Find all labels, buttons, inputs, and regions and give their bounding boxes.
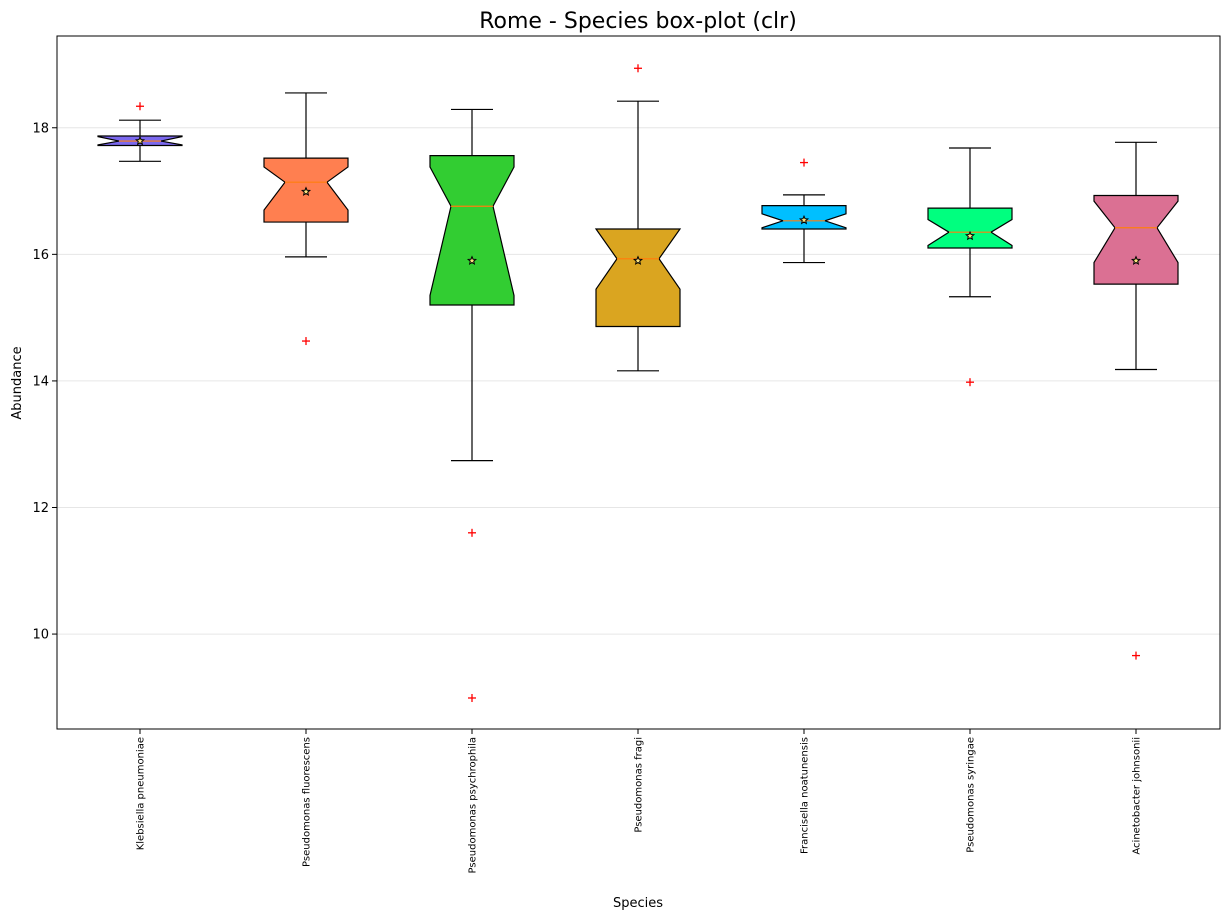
mean-marker: [300, 186, 312, 196]
outlier-marker: [634, 64, 642, 73]
box-6: [927, 147, 1013, 387]
outlier-marker: [1132, 651, 1140, 660]
mean-marker: [466, 255, 478, 265]
box-1: [97, 102, 183, 162]
mean-marker: [632, 255, 644, 265]
mean-marker: [798, 214, 810, 225]
chart-title: Rome - Species box-plot (clr): [479, 9, 797, 34]
y-axis: 10 12 14 16 18: [32, 121, 57, 643]
box-7: [1093, 141, 1179, 660]
y-tick-label: 14: [32, 374, 49, 389]
outlier-marker: [468, 693, 476, 702]
outlier-marker: [302, 337, 310, 346]
boxes-layer: [97, 64, 1179, 702]
box-4: [594, 64, 682, 372]
x-tick-label: Pseudomonas fluorescens: [302, 737, 313, 867]
y-axis-label: Abundance: [10, 346, 25, 419]
x-tick-label: Klebsiella pneumoniae: [136, 737, 147, 850]
box-body: [429, 155, 515, 306]
x-tick-label: Pseudomonas psychrophila: [468, 737, 479, 873]
x-tick-label: Pseudomonas fragi: [634, 737, 645, 833]
x-tick-label: Acinetobacter johnsonii: [1132, 737, 1143, 855]
box-body: [594, 228, 682, 328]
y-tick-label: 16: [32, 248, 49, 263]
mean-marker: [964, 230, 976, 241]
x-axis: Klebsiella pneumoniae Pseudomonas fluores…: [136, 729, 1143, 873]
mean-marker: [134, 135, 146, 146]
x-tick-label: Francisella noatunensis: [800, 737, 811, 854]
outlier-marker: [468, 528, 476, 537]
y-tick-label: 12: [32, 501, 49, 516]
box-2: [263, 92, 349, 346]
box-3: [429, 108, 515, 702]
box-body: [1093, 194, 1179, 285]
mean-marker: [1130, 255, 1142, 265]
box-5: [761, 158, 847, 264]
y-tick-label: 18: [32, 121, 49, 136]
outlier-marker: [136, 102, 144, 111]
outlier-marker: [800, 158, 808, 167]
outlier-marker: [966, 378, 974, 387]
x-tick-label: Pseudomonas syringae: [966, 737, 977, 853]
y-tick-label: 10: [32, 628, 49, 643]
box-body: [927, 207, 1013, 249]
x-axis-label: Species: [613, 896, 663, 911]
